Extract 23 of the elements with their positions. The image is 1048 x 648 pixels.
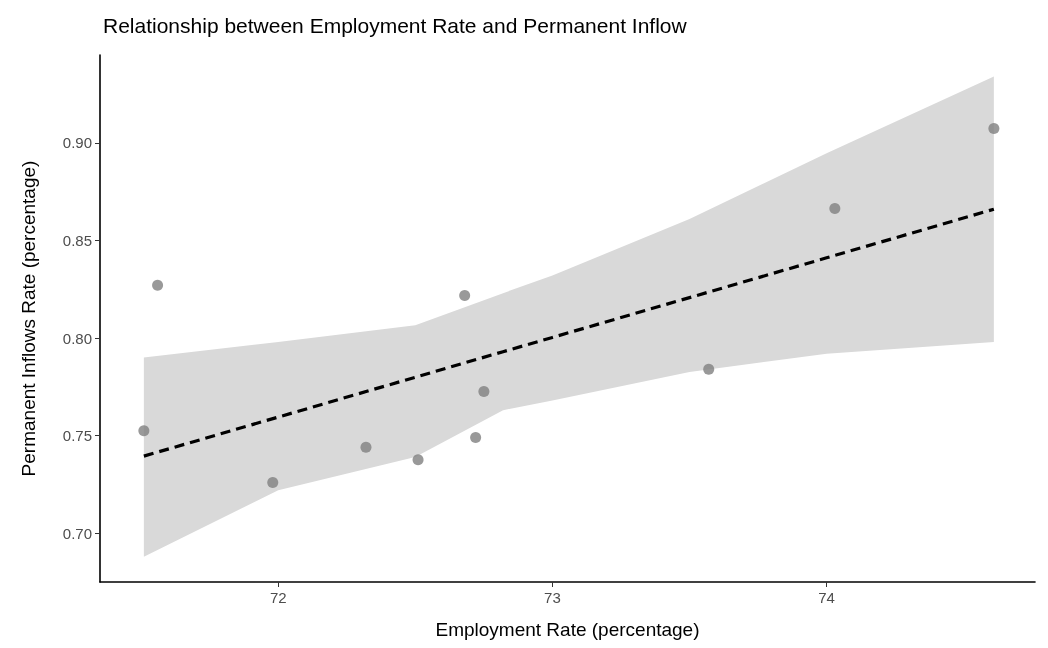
point — [459, 289, 471, 301]
y-tick-label: 0.75 — [62, 427, 92, 445]
point — [360, 441, 372, 453]
point — [138, 425, 150, 437]
y-tick-label: 0.90 — [62, 134, 92, 152]
point — [703, 363, 715, 375]
point — [829, 202, 841, 214]
point — [478, 386, 490, 397]
point — [152, 279, 164, 291]
point — [988, 123, 1000, 135]
line-series — [142, 207, 996, 458]
point — [412, 454, 424, 466]
x-axis-title: Employment Rate (percentage) — [435, 619, 700, 640]
y-tick-label: 0.70 — [62, 524, 92, 542]
y-tick-label: 0.80 — [62, 329, 92, 347]
y-axis-title: Permanent Inflows Rate (percentage) — [18, 160, 39, 477]
chart-title: Relationship between Employment Rate and Permanent Inflow — [103, 14, 688, 37]
point — [267, 476, 279, 488]
point — [470, 432, 482, 444]
x-tick-label: 73 — [544, 589, 561, 606]
x-tick-label: 74 — [818, 589, 835, 606]
y-tick-label: 0.85 — [62, 231, 92, 249]
x-tick-label: 72 — [269, 589, 287, 606]
